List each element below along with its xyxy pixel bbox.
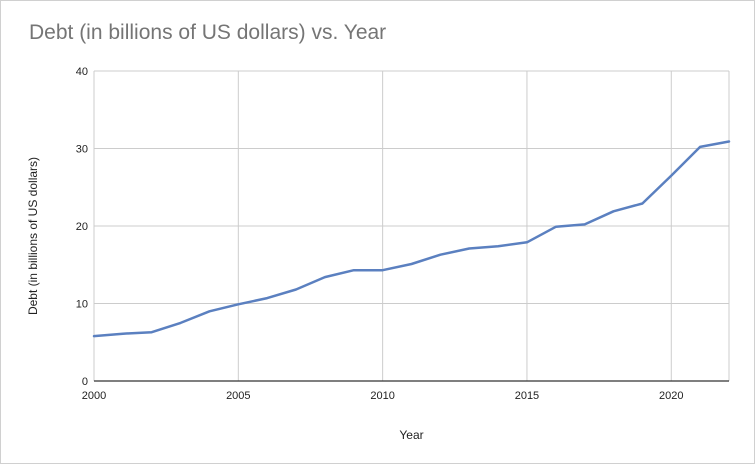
x-tick-label: 2000 bbox=[82, 390, 106, 402]
x-tick-label: 2010 bbox=[370, 390, 394, 402]
series-line-debt bbox=[92, 140, 731, 338]
tick-labels: 0 10 20 30 40 2000 2005 2010 2015 2020 bbox=[76, 66, 684, 402]
y-tick-label: 40 bbox=[76, 66, 88, 78]
y-tick-label: 30 bbox=[76, 144, 88, 156]
grid-lines bbox=[93, 70, 730, 381]
x-tick-label: 2020 bbox=[659, 390, 683, 402]
x-axis-title: Year bbox=[399, 428, 423, 442]
y-tick-label: 0 bbox=[82, 376, 88, 388]
x-tick-label: 2005 bbox=[226, 390, 250, 402]
chart-title: Debt (in billions of US dollars) vs. Yea… bbox=[29, 21, 387, 44]
y-axis-title: Debt (in billions of US dollars) bbox=[26, 157, 40, 315]
y-tick-label: 10 bbox=[76, 299, 88, 311]
x-tick-label: 2015 bbox=[515, 390, 539, 402]
y-tick-label: 20 bbox=[76, 221, 88, 233]
